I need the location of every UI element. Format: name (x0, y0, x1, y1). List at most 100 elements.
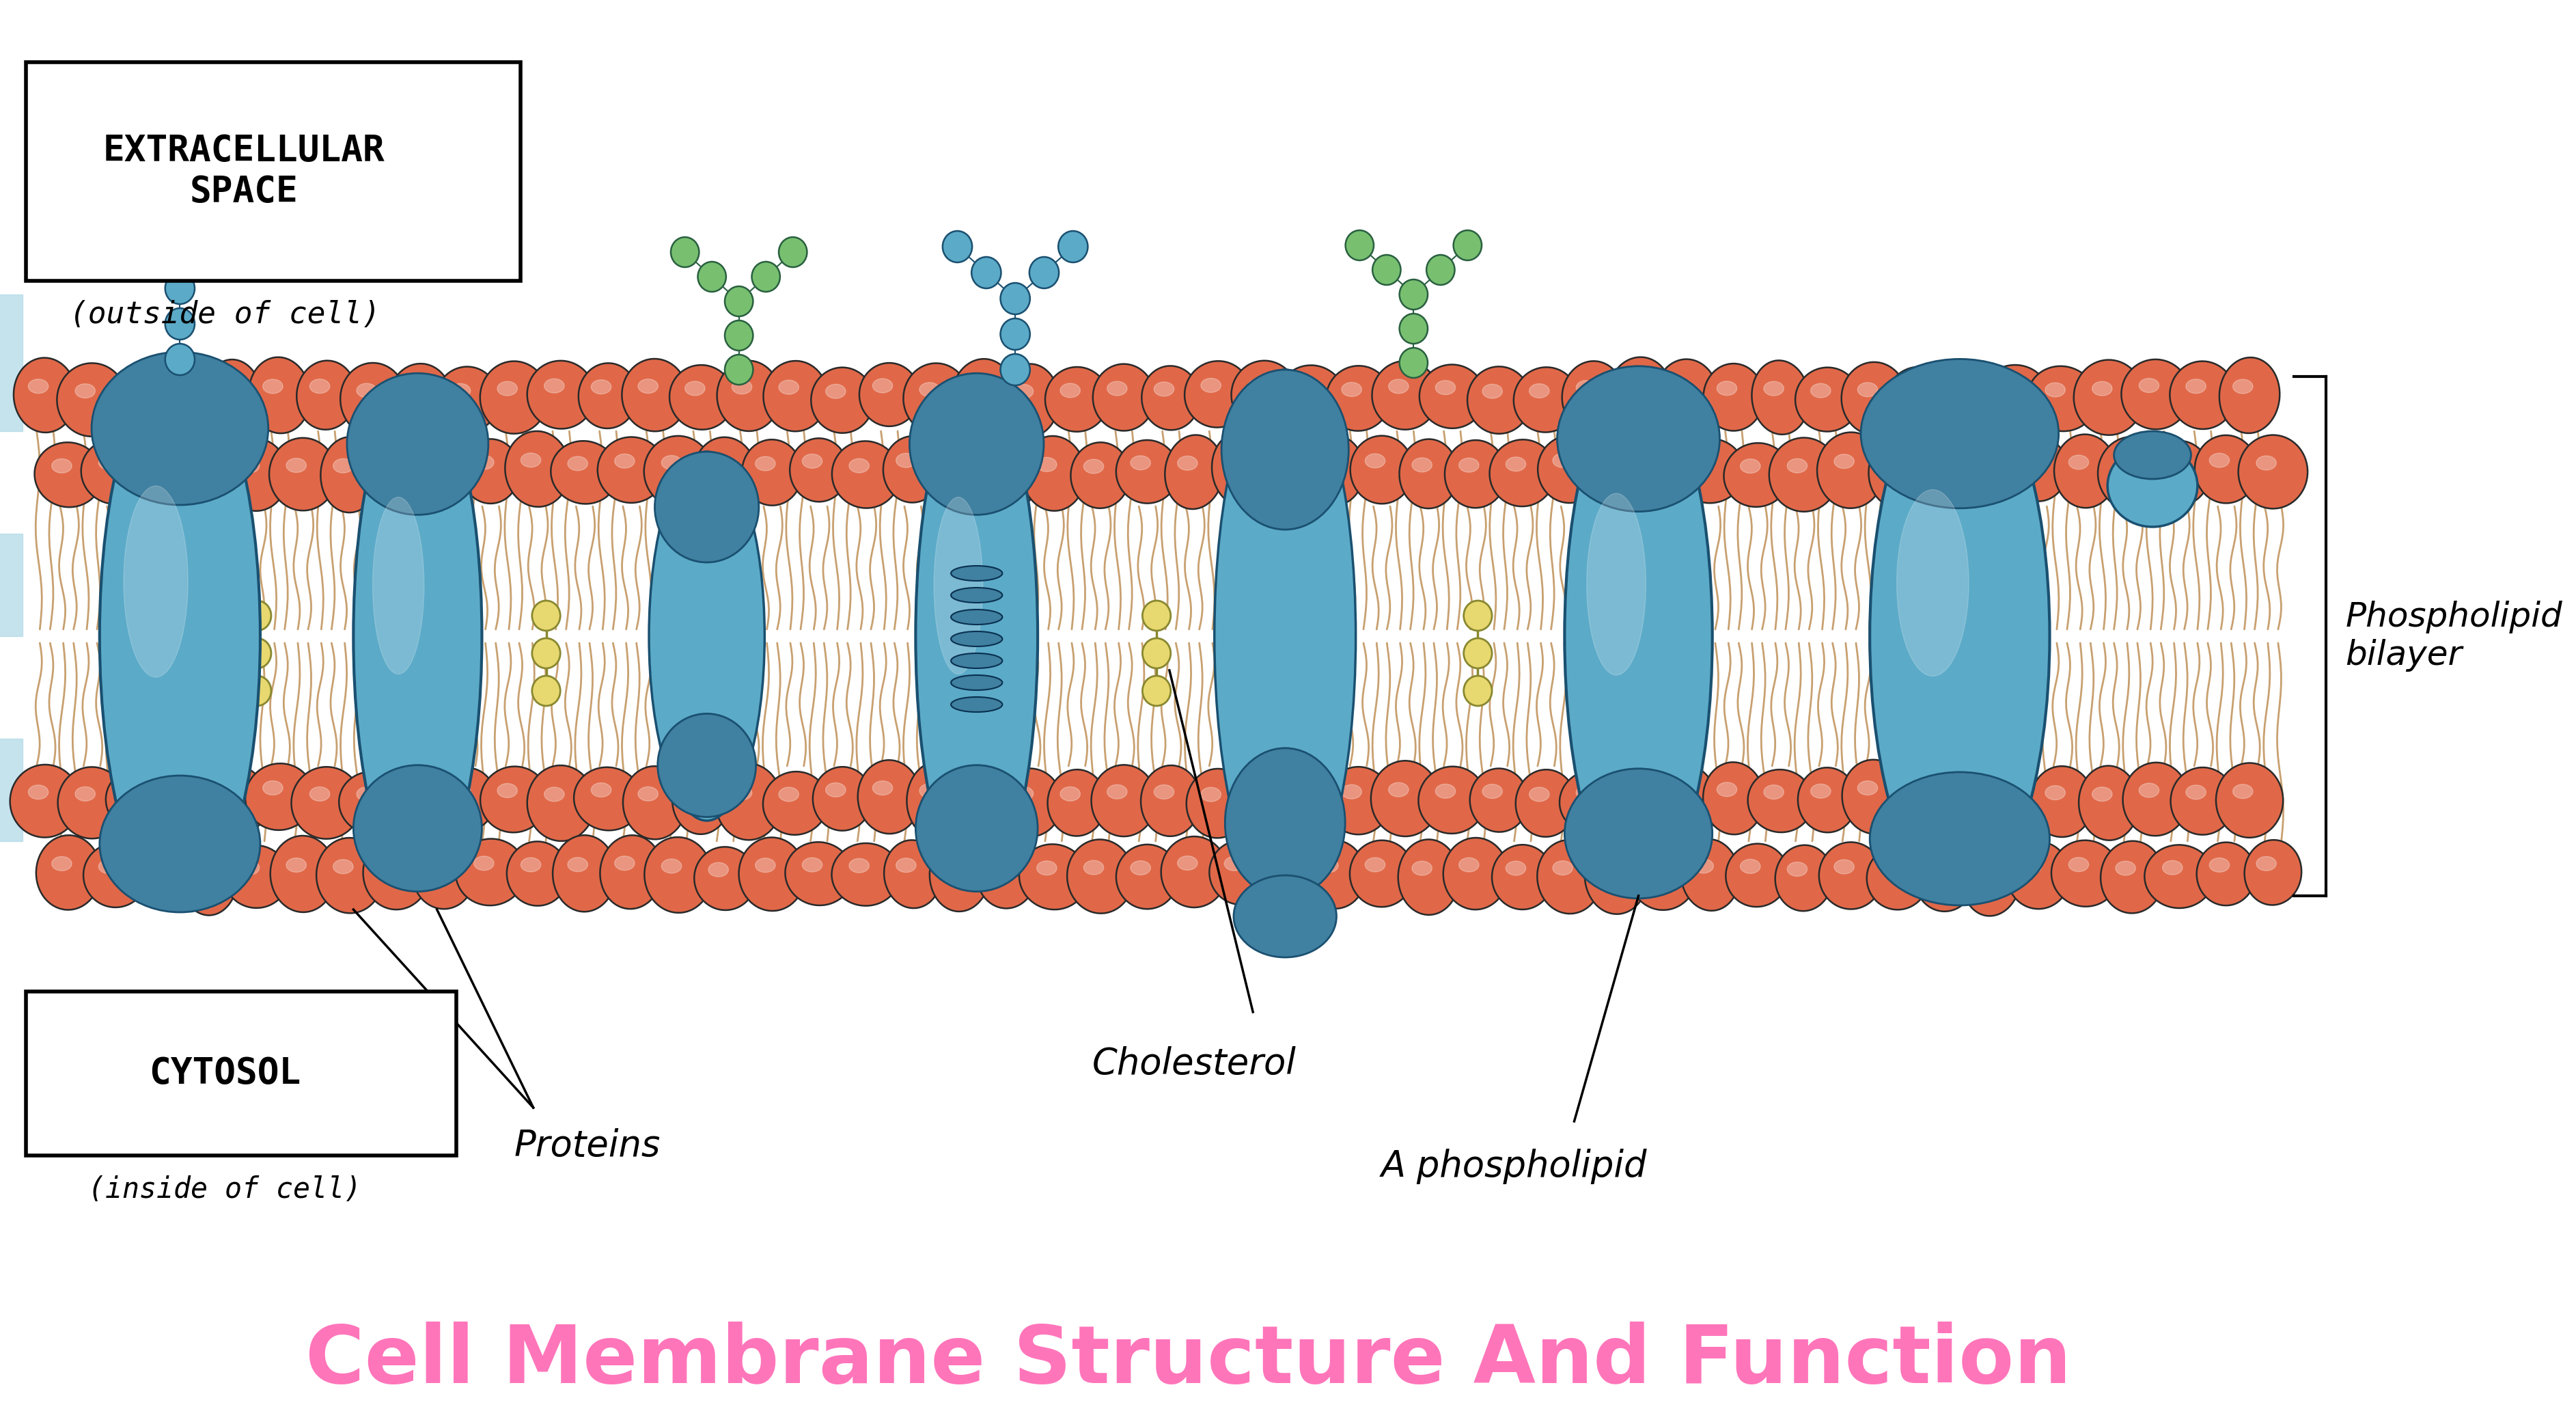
Ellipse shape (670, 365, 734, 429)
Ellipse shape (762, 361, 827, 431)
Ellipse shape (2123, 762, 2190, 836)
Ellipse shape (410, 442, 479, 505)
Ellipse shape (1553, 860, 1574, 875)
Ellipse shape (435, 367, 500, 432)
Ellipse shape (1834, 860, 1855, 875)
Text: (outside of cell): (outside of cell) (70, 300, 381, 330)
Ellipse shape (801, 857, 822, 872)
Ellipse shape (1221, 370, 1350, 529)
Ellipse shape (2009, 437, 2069, 502)
Ellipse shape (1587, 493, 1646, 675)
Ellipse shape (1468, 367, 1530, 434)
Circle shape (1463, 675, 1492, 705)
Ellipse shape (505, 431, 569, 506)
Ellipse shape (1247, 784, 1267, 798)
Ellipse shape (574, 768, 641, 830)
Ellipse shape (966, 380, 987, 394)
Ellipse shape (2210, 857, 2228, 872)
Ellipse shape (832, 441, 899, 508)
Text: Phospholipid
bilayer: Phospholipid bilayer (2344, 600, 2563, 671)
Ellipse shape (2022, 454, 2043, 468)
Circle shape (670, 237, 698, 267)
Ellipse shape (1412, 862, 1432, 876)
Ellipse shape (2138, 378, 2159, 392)
Ellipse shape (474, 856, 495, 870)
Ellipse shape (1435, 381, 1455, 395)
Ellipse shape (340, 363, 407, 437)
Ellipse shape (1084, 860, 1103, 875)
Ellipse shape (1646, 857, 1667, 872)
Ellipse shape (52, 459, 72, 474)
Circle shape (1059, 230, 1087, 263)
Ellipse shape (404, 383, 422, 397)
Ellipse shape (801, 454, 822, 468)
Ellipse shape (180, 444, 240, 508)
Ellipse shape (1458, 458, 1479, 472)
Ellipse shape (2074, 360, 2143, 435)
Ellipse shape (616, 454, 634, 468)
Ellipse shape (989, 857, 1010, 872)
Ellipse shape (28, 785, 49, 799)
Ellipse shape (621, 358, 688, 431)
Ellipse shape (193, 459, 211, 474)
Ellipse shape (1561, 361, 1623, 432)
Ellipse shape (1834, 454, 1855, 468)
Ellipse shape (193, 862, 211, 876)
Circle shape (999, 319, 1030, 350)
Ellipse shape (1319, 859, 1337, 873)
Ellipse shape (951, 764, 1015, 836)
Ellipse shape (1811, 784, 1832, 798)
Ellipse shape (914, 765, 1038, 892)
Ellipse shape (10, 765, 80, 838)
Ellipse shape (1231, 764, 1296, 836)
Ellipse shape (1257, 848, 1319, 910)
Circle shape (1463, 638, 1492, 668)
Ellipse shape (943, 859, 963, 872)
Ellipse shape (250, 357, 309, 434)
Ellipse shape (2069, 857, 2089, 872)
Circle shape (1141, 638, 1170, 668)
Ellipse shape (224, 845, 289, 909)
Ellipse shape (951, 610, 1002, 624)
Ellipse shape (1200, 788, 1221, 802)
Ellipse shape (1682, 839, 1739, 910)
Ellipse shape (2115, 458, 2136, 472)
Ellipse shape (129, 840, 196, 904)
Ellipse shape (520, 857, 541, 872)
Ellipse shape (152, 361, 219, 431)
Ellipse shape (1515, 367, 1579, 432)
Ellipse shape (762, 772, 827, 835)
Ellipse shape (1365, 454, 1386, 468)
Ellipse shape (1002, 364, 1059, 437)
Ellipse shape (2007, 842, 2071, 909)
Ellipse shape (2050, 840, 2120, 907)
Circle shape (943, 230, 971, 263)
Ellipse shape (1654, 360, 1718, 435)
Ellipse shape (943, 459, 963, 474)
Ellipse shape (144, 454, 165, 468)
Ellipse shape (1084, 459, 1103, 474)
Circle shape (1399, 348, 1427, 378)
Ellipse shape (1226, 748, 1345, 897)
Ellipse shape (551, 441, 618, 503)
Ellipse shape (1061, 384, 1079, 398)
Ellipse shape (2115, 431, 2192, 479)
Ellipse shape (170, 380, 188, 394)
Ellipse shape (100, 363, 260, 910)
Ellipse shape (1303, 840, 1365, 909)
Ellipse shape (708, 456, 729, 471)
Ellipse shape (1976, 863, 1994, 877)
Ellipse shape (654, 452, 760, 562)
Ellipse shape (685, 782, 706, 796)
Ellipse shape (1224, 454, 1244, 468)
Ellipse shape (1765, 381, 1783, 395)
Ellipse shape (33, 442, 103, 508)
Ellipse shape (1092, 765, 1157, 836)
Ellipse shape (909, 373, 1043, 515)
Ellipse shape (644, 838, 711, 913)
Ellipse shape (1937, 360, 1999, 434)
Ellipse shape (57, 363, 126, 437)
Ellipse shape (479, 766, 549, 832)
Ellipse shape (1342, 383, 1363, 397)
Circle shape (1399, 280, 1427, 310)
